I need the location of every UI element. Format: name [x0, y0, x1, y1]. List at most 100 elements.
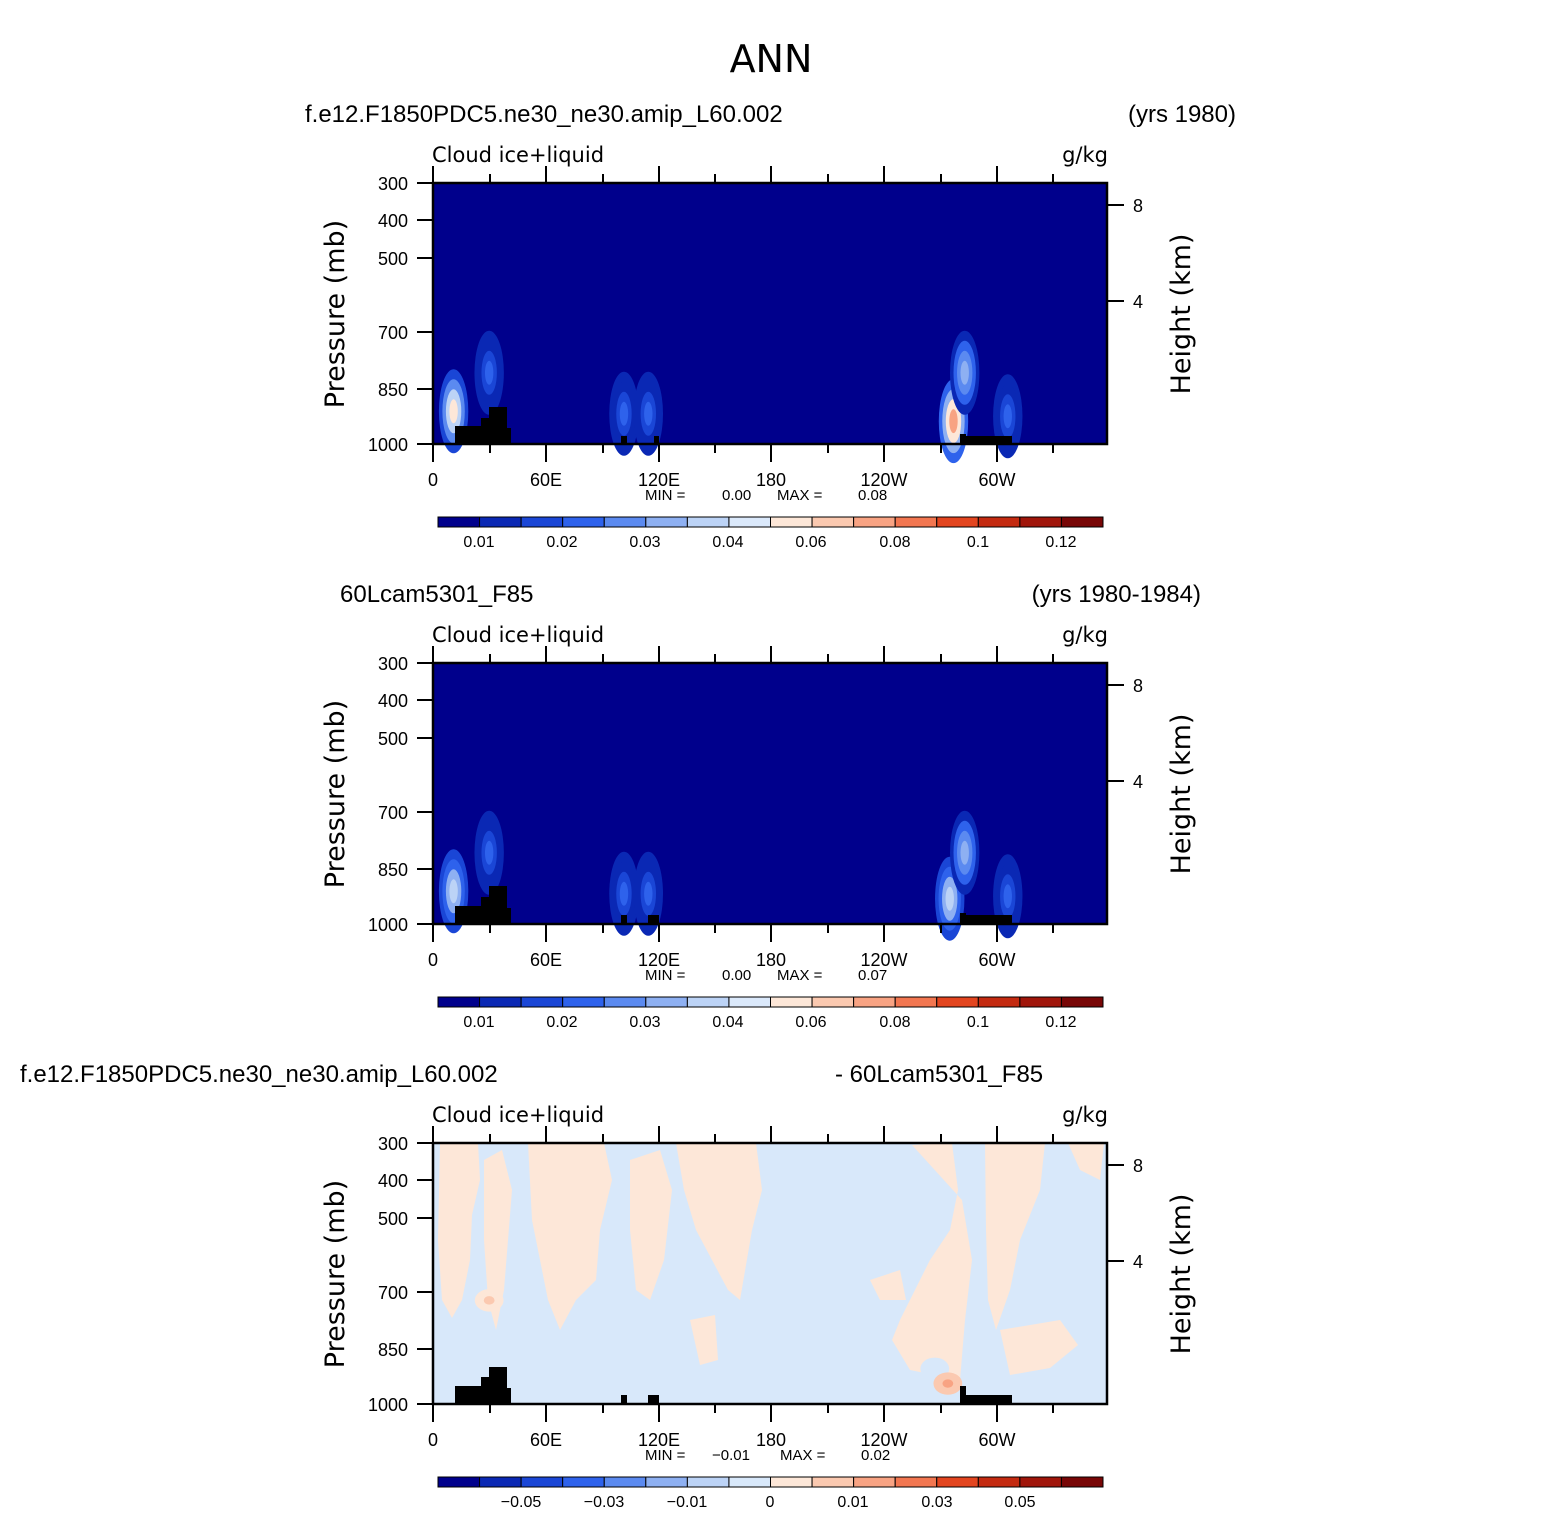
pressure-tick-label: 300 [378, 1134, 408, 1154]
field-anomaly-mark [960, 360, 969, 385]
min-max-readout: MIN = 0.00 MAX = 0.07 [645, 967, 887, 984]
years-label: (yrs 1980-1984) [1032, 581, 1201, 608]
y-axis-right: 8 4 [1107, 1156, 1143, 1272]
y-axis-label: Pressure (mb) [320, 700, 351, 888]
y-axis-left: 300 400 500 700 850 1000 [368, 174, 433, 455]
lon-tick-label: 120E [638, 1430, 680, 1450]
case-name-2: - 60Lcam5301_F85 [835, 1061, 1043, 1088]
colorbar-swatch [811, 516, 855, 528]
x-axis: 0 60E 120E 180 120W 60W [428, 1126, 1054, 1450]
field-anomaly-mark [1003, 404, 1012, 429]
colorbar-swatch [479, 516, 522, 528]
colorbar-swatch [603, 516, 647, 528]
y-axis-label-right: Height (km) [1166, 234, 1197, 395]
colorbar-swatch [562, 996, 605, 1008]
lon-tick-label: 60E [530, 950, 562, 970]
lon-tick-label: 120W [860, 470, 907, 490]
pressure-tick-label: 700 [378, 803, 408, 823]
panel-2: 60Lcam5301_F85 (yrs 1980-1984) Cloud ice… [320, 581, 1201, 1031]
lon-tick-label: 180 [756, 470, 786, 490]
field-anomaly-mark [945, 886, 954, 911]
pressure-tick-label: 300 [378, 654, 408, 674]
colorbar-label: 0.04 [712, 1014, 743, 1031]
colorbar-swatch [977, 996, 1021, 1008]
lon-tick-label: 60W [978, 950, 1015, 970]
colorbar-label: 0.01 [463, 534, 494, 551]
pressure-tick-label: 850 [378, 1340, 408, 1360]
lon-tick-label: 0 [428, 950, 438, 970]
x-axis: 0 60E 120E 180 120W 60W [428, 166, 1054, 490]
height-tick-label: 8 [1133, 1156, 1143, 1176]
topography [455, 407, 1012, 444]
field-anomaly-mark [484, 840, 494, 865]
max-label: MAX = [780, 1447, 826, 1464]
case-name: 60Lcam5301_F85 [340, 581, 533, 608]
colorbar-swatch [645, 1476, 688, 1488]
field-anomaly-mark [619, 401, 629, 426]
colorbar-label: 0.08 [879, 534, 910, 551]
colorbar-label: 0.08 [879, 1014, 910, 1031]
min-max-readout: MIN = −0.01 MAX = 0.02 [645, 1447, 890, 1464]
field-features [474, 1289, 963, 1395]
colorbar-label: 0.01 [463, 1014, 494, 1031]
colorbar-label: 0.05 [1004, 1494, 1035, 1511]
colorbar-swatch [936, 996, 979, 1008]
height-tick-label: 8 [1133, 676, 1143, 696]
colorbar-swatch [520, 1476, 564, 1488]
min-value: −0.01 [712, 1447, 750, 1464]
colorbar-swatch [1019, 516, 1062, 528]
colorbar-swatch [645, 516, 688, 528]
max-label: MAX = [777, 967, 823, 984]
pressure-tick-label: 400 [378, 691, 408, 711]
lon-tick-label: 120E [638, 950, 680, 970]
pressure-tick-label: 400 [378, 1171, 408, 1191]
x-axis: 0 60E 120E 180 120W 60W [428, 646, 1054, 970]
colorbar-swatch [520, 996, 564, 1008]
colorbar-label: 0.12 [1045, 1014, 1076, 1031]
y-axis-label-right: Height (km) [1166, 714, 1197, 875]
field-anomaly-mark [949, 409, 958, 434]
colorbar-label: 0.12 [1045, 534, 1076, 551]
lon-tick-label: 0 [428, 1430, 438, 1450]
colorbar-swatch [770, 996, 813, 1008]
field-anomaly-mark [619, 881, 629, 906]
y-axis-label: Pressure (mb) [320, 220, 351, 408]
lon-tick-label: 0 [428, 470, 438, 490]
max-value: 0.02 [861, 1447, 890, 1464]
colorbar-swatch [936, 516, 979, 528]
colorbar-labels: −0.05 −0.03 −0.01 0 0.01 0.03 0.05 [501, 1494, 1036, 1511]
colorbar [437, 1476, 1104, 1488]
lon-tick-label: 120W [860, 950, 907, 970]
units-label: g/kg [1062, 143, 1108, 167]
pressure-tick-label: 1000 [368, 915, 408, 935]
figure-title: ANN [730, 37, 813, 81]
colorbar-label: 0.06 [795, 1014, 826, 1031]
field-anomaly-mark [449, 399, 458, 424]
lon-tick-label: 180 [756, 1430, 786, 1450]
min-label: MIN = [645, 487, 686, 504]
units-label: g/kg [1062, 1103, 1108, 1127]
colorbar-label: 0.03 [629, 534, 660, 551]
colorbar-swatch [603, 996, 647, 1008]
max-value: 0.08 [858, 487, 887, 504]
colorbar-swatch [853, 996, 896, 1008]
colorbar-swatch [645, 996, 688, 1008]
height-tick-label: 4 [1133, 292, 1143, 312]
pressure-tick-label: 1000 [368, 1395, 408, 1415]
lon-tick-label: 180 [756, 950, 786, 970]
colorbar-swatch [686, 1476, 730, 1488]
colorbar-swatch [1060, 1476, 1104, 1488]
panel-title: Cloud ice+liquid [432, 623, 604, 647]
field-anomaly-mark [942, 1379, 954, 1388]
colorbar-label: 0.06 [795, 534, 826, 551]
colorbar [437, 996, 1104, 1008]
colorbar-swatch [770, 1476, 813, 1488]
colorbar-swatch [562, 516, 605, 528]
colorbar-label: 0.04 [712, 534, 743, 551]
panel-title: Cloud ice+liquid [432, 143, 604, 167]
colorbar-label: −0.01 [667, 1494, 708, 1511]
colorbar-label: −0.05 [501, 1494, 542, 1511]
positive-anomaly-regions [438, 1143, 1104, 1380]
colorbar-swatch [728, 1476, 771, 1488]
